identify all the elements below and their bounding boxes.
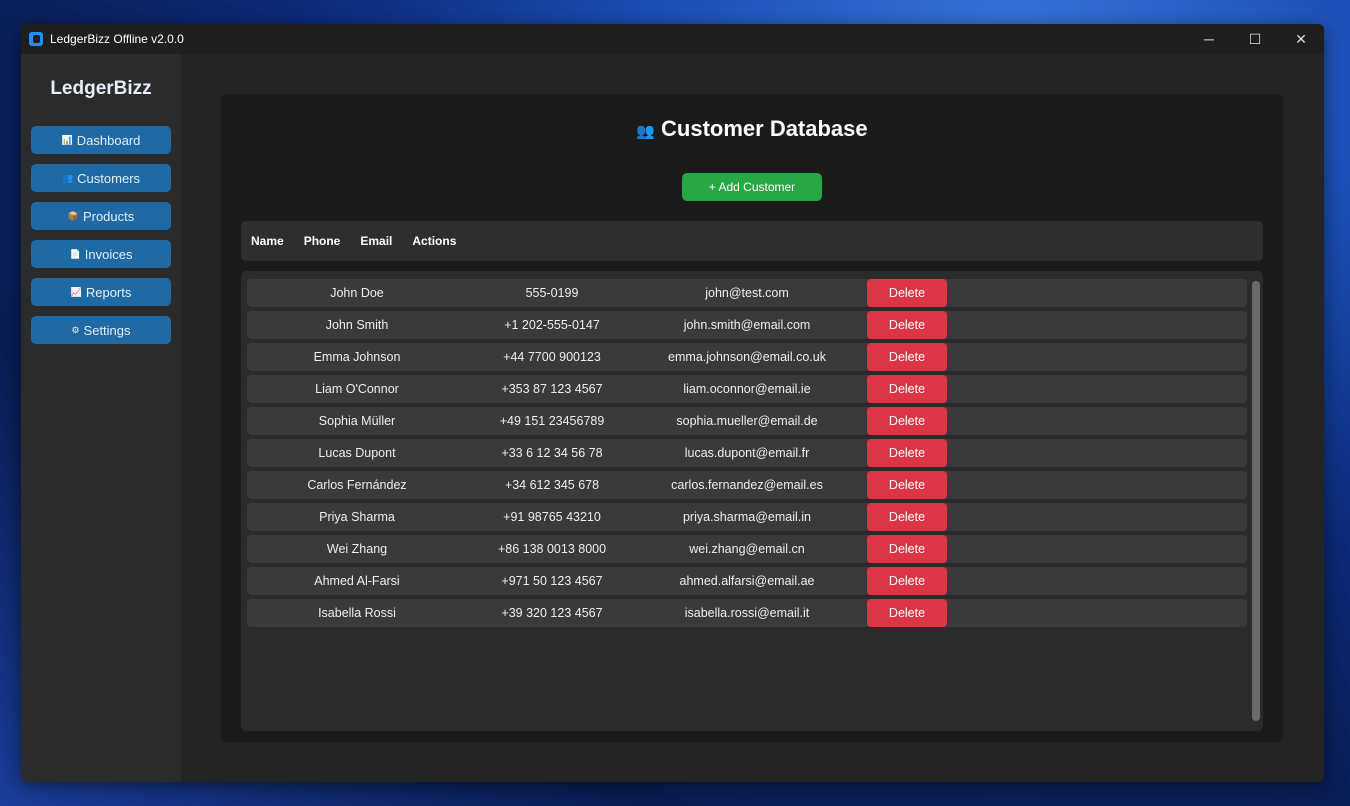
column-header-actions: Actions [412,234,457,248]
customer-phone: +34 612 345 678 [504,478,600,492]
customer-phone: +1 202-555-0147 [504,318,600,332]
customer-name: Carlos Fernández [307,478,407,492]
customer-phone: +86 138 0013 8000 [497,542,607,556]
customer-email: wei.zhang@email.cn [689,542,805,556]
table-row: Isabella Rossi +39 320 123 4567 isabella… [247,599,1247,627]
gear-icon: ⚙ [71,324,80,335]
customer-phone: +39 320 123 4567 [501,606,603,620]
table-row: Emma Johnson +44 7700 900123 emma.johnso… [247,343,1247,371]
sidebar-item-invoices[interactable]: 📄 Invoices [31,240,171,268]
title-bar: LedgerBizz Offline v2.0.0 ─ ☐ ✕ [21,24,1324,54]
sidebar-item-label: Settings [83,322,131,338]
customer-name: Wei Zhang [326,542,388,556]
customer-name: Isabella Rossi [318,606,396,620]
table-row: Wei Zhang +86 138 0013 8000 wei.zhang@em… [247,535,1247,563]
sidebar-item-settings[interactable]: ⚙ Settings [31,316,171,344]
minimize-button[interactable]: ─ [1204,31,1214,47]
delete-button[interactable]: Delete [867,471,947,499]
delete-button[interactable]: Delete [867,279,947,307]
sidebar-item-products[interactable]: 📦 Products [31,202,171,230]
sidebar-item-dashboard[interactable]: 📊 Dashboard [31,126,171,154]
customer-phone: +91 98765 43210 [503,510,601,524]
maximize-button[interactable]: ☐ [1248,30,1262,47]
customer-email: carlos.fernandez@email.es [671,478,823,492]
customer-name: John Doe [330,286,384,300]
customer-name: Sophia Müller [318,414,396,428]
column-header-name: Name [251,234,284,248]
delete-button[interactable]: Delete [867,343,947,371]
document-icon: 📄 [69,248,81,259]
customer-phone: +44 7700 900123 [503,350,601,364]
customer-phone: +49 151 23456789 [499,414,605,428]
customer-email: priya.sharma@email.in [682,510,811,524]
customer-email: sophia.mueller@email.de [676,414,818,428]
table-row: Carlos Fernández +34 612 345 678 carlos.… [247,471,1247,499]
customer-phone: 555-0199 [525,286,579,300]
add-customer-button[interactable]: + Add Customer [682,173,822,201]
column-header-phone: Phone [303,234,341,248]
customer-phone: +33 6 12 34 56 78 [501,446,603,460]
table-row: Lucas Dupont +33 6 12 34 56 78 lucas.dup… [247,439,1247,467]
customer-name: Emma Johnson [313,350,401,364]
delete-button[interactable]: Delete [867,599,947,627]
bar-chart-icon: 📊 [61,134,73,145]
customer-name: John Smith [325,318,389,332]
delete-button[interactable]: Delete [867,311,947,339]
sidebar-item-customers[interactable]: 👥 Customers [31,164,171,192]
sidebar-item-reports[interactable]: 📈 Reports [31,278,171,306]
customer-email: john.smith@email.com [683,318,811,332]
table-row: Liam O'Connor +353 87 123 4567 liam.ocon… [247,375,1247,403]
delete-button[interactable]: Delete [867,503,947,531]
brand-title: LedgerBizz [50,78,152,99]
app-window: LedgerBizz Offline v2.0.0 ─ ☐ ✕ LedgerBi… [21,24,1324,782]
customer-name: Priya Sharma [319,510,395,524]
app-icon [29,32,43,46]
table-header: Name Phone Email Actions [241,221,1263,261]
customer-phone: +971 50 123 4567 [501,574,603,588]
table-row: Ahmed Al-Farsi +971 50 123 4567 ahmed.al… [247,567,1247,595]
close-button[interactable]: ✕ [1295,30,1307,47]
customer-email: liam.oconnor@email.ie [683,382,811,396]
delete-button[interactable]: Delete [867,535,947,563]
customer-email: ahmed.alfarsi@email.ae [679,574,815,588]
customer-panel: 👥 Customer Database + Add Customer Name P… [221,94,1283,742]
customer-email: lucas.dupont@email.fr [684,446,810,460]
table-row: Sophia Müller +49 151 23456789 sophia.mu… [247,407,1247,435]
delete-button[interactable]: Delete [867,567,947,595]
customer-name: Ahmed Al-Farsi [314,574,400,588]
table-row: John Smith +1 202-555-0147 john.smith@em… [247,311,1247,339]
customer-email: john@test.com [705,286,789,300]
customer-email: emma.johnson@email.co.uk [668,350,826,364]
table-row: John Doe 555-0199 john@test.com Delete [247,279,1247,307]
delete-button[interactable]: Delete [867,439,947,467]
column-header-email: Email [360,234,393,248]
window-title: LedgerBizz Offline v2.0.0 [50,32,184,46]
sidebar-item-label: Customers [77,170,141,186]
customer-list: John Doe 555-0199 john@test.com Delete Jo… [241,271,1263,731]
box-icon: 📦 [67,210,79,221]
sidebar: LedgerBizz 📊 Dashboard 👥 Customers 📦 Products… [21,54,181,782]
chart-icon: 📈 [70,286,82,297]
users-icon: 👥 [61,172,74,183]
sidebar-item-label: Invoices [84,246,133,262]
sidebar-item-label: Reports [85,284,132,300]
sidebar-item-label: Products [82,208,135,224]
scrollbar[interactable] [1252,281,1260,721]
delete-button[interactable]: Delete [867,407,947,435]
users-icon: 👥 [636,123,656,140]
sidebar-item-label: Dashboard [76,132,141,148]
table-row: Priya Sharma +91 98765 43210 priya.sharm… [247,503,1247,531]
page-title: 👥 Customer Database [636,116,868,141]
customer-phone: +353 87 123 4567 [501,382,603,396]
customer-name: Lucas Dupont [318,446,396,460]
customer-name: Liam O'Connor [315,382,399,396]
delete-button[interactable]: Delete [867,375,947,403]
customer-email: isabella.rossi@email.it [684,606,810,620]
